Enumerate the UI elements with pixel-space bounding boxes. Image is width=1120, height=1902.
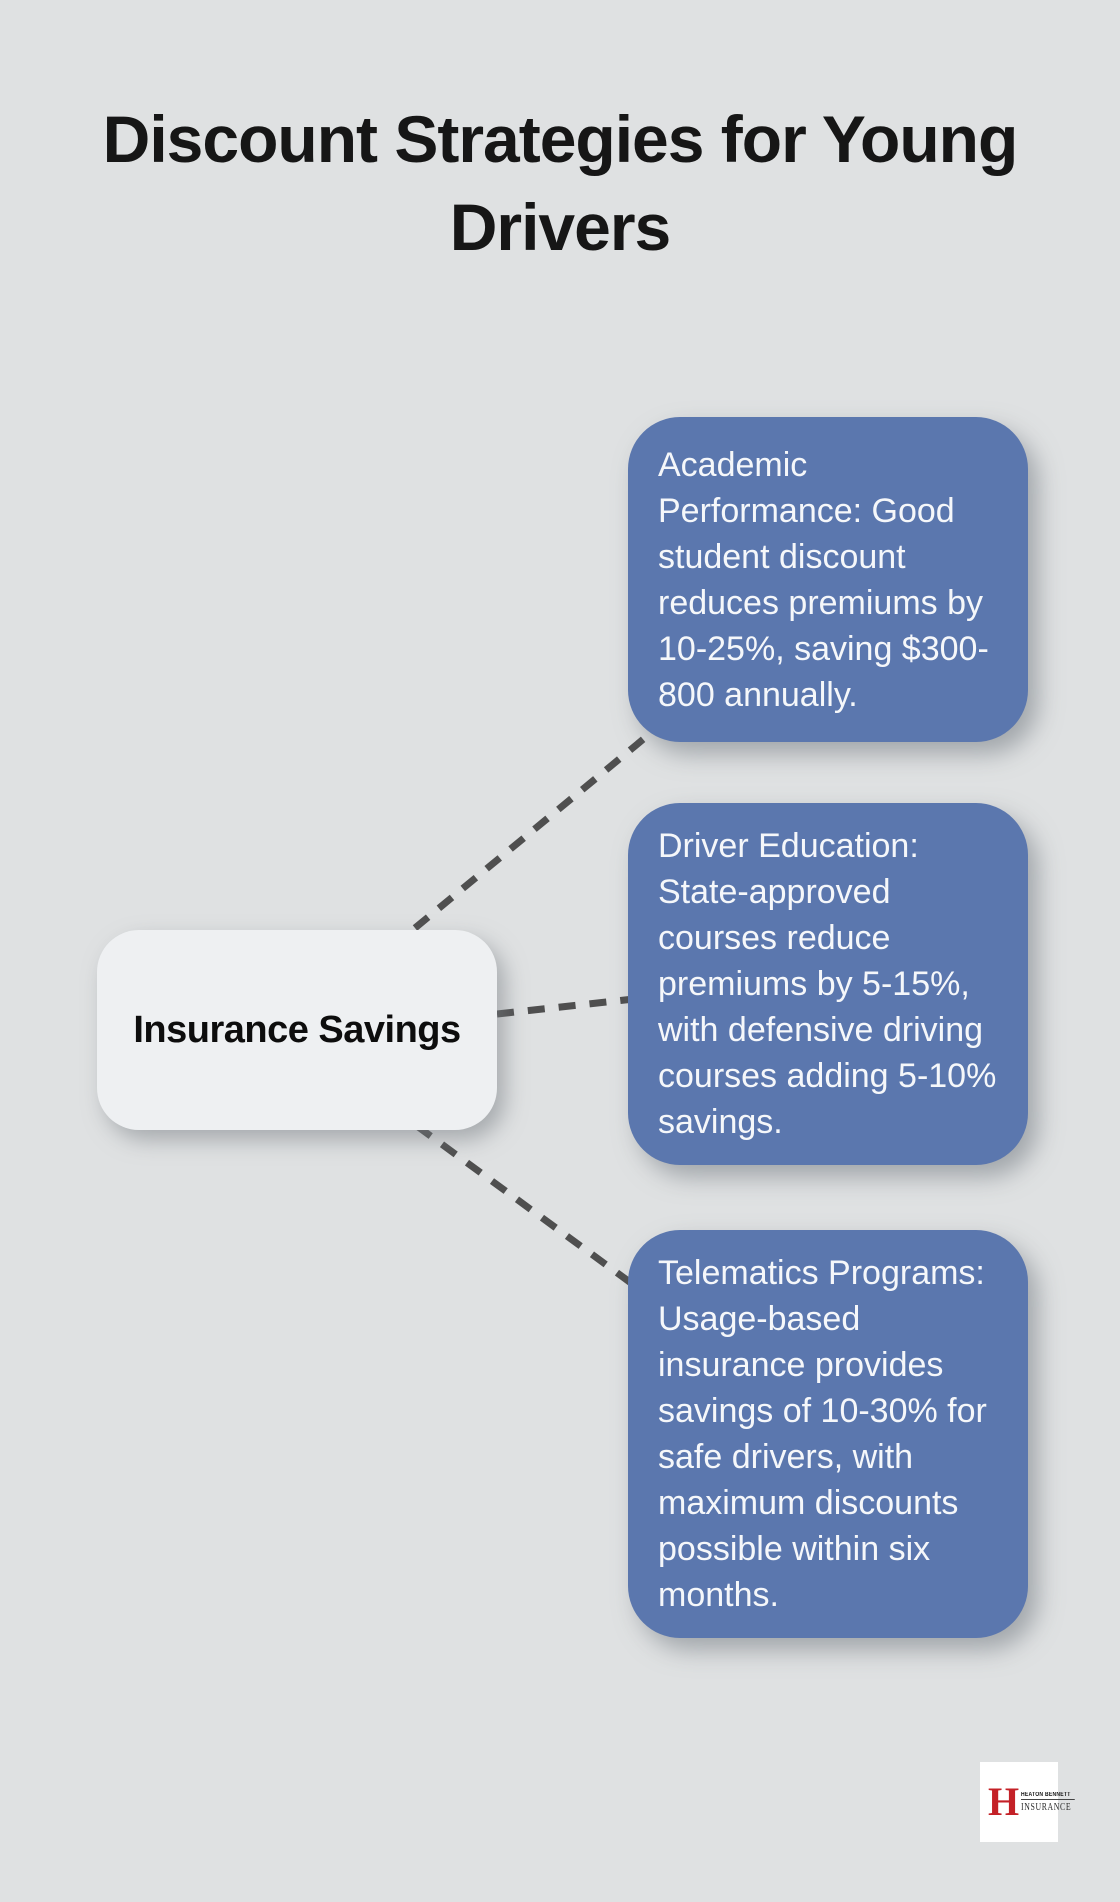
logo-monogram-h: H xyxy=(988,1779,1020,1824)
node-driver-education-text: Driver Education: State-approved courses… xyxy=(658,827,997,1141)
node-academic-performance: Academic Performance: Good student disco… xyxy=(628,417,1028,742)
connector-line-driver-education xyxy=(496,995,635,1018)
node-telematics-programs: Telematics Programs: Usage-based insuran… xyxy=(628,1230,1028,1638)
logo-text-block: HEATON BENNETT INSURANCE xyxy=(1021,1792,1085,1813)
node-driver-education: Driver Education: State-approved courses… xyxy=(628,803,1028,1165)
center-node-insurance-savings: Insurance Savings xyxy=(97,930,497,1130)
page-title: Discount Strategies for Young Drivers xyxy=(102,102,1019,264)
logo-company-name: HEATON BENNETT xyxy=(1021,1792,1076,1800)
center-node-label: Insurance Savings xyxy=(133,1008,461,1051)
node-academic-performance-text: Academic Performance: Good student disco… xyxy=(658,445,989,714)
logo-company-type: INSURANCE xyxy=(1021,1801,1072,1813)
connector-line-academic xyxy=(412,729,655,931)
heaton-bennett-logo: H HEATON BENNETT INSURANCE xyxy=(980,1762,1076,1842)
node-telematics-programs-text: Telematics Programs: Usage-based insuran… xyxy=(658,1254,987,1614)
connector-line-telematics xyxy=(414,1123,649,1297)
